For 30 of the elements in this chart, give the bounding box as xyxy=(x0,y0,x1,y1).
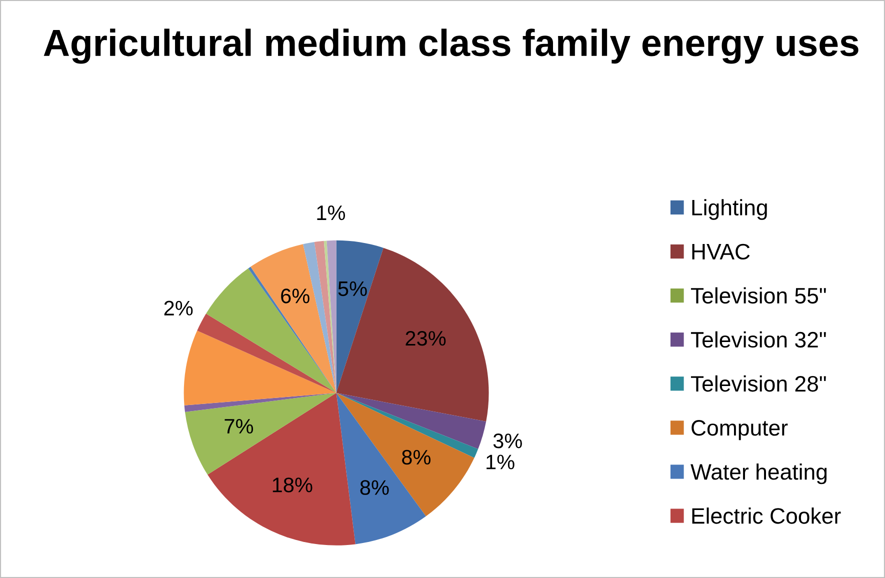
pie-slice xyxy=(197,314,336,393)
pie-slice xyxy=(336,392,486,450)
pie-slice xyxy=(336,248,489,422)
legend-label: Computer xyxy=(692,420,788,440)
data-label: 23% xyxy=(406,330,446,346)
data-label: 6% xyxy=(281,288,310,304)
pie-slice xyxy=(336,240,384,393)
legend-label: Lighting xyxy=(692,199,767,220)
legend-label: Television 55" xyxy=(690,287,826,304)
legend-label: Electric Cooker xyxy=(692,508,841,524)
data-label: 7% xyxy=(224,418,254,434)
pie-slice xyxy=(208,392,356,546)
data-label: 8% xyxy=(360,480,389,495)
pie-slice xyxy=(184,392,336,412)
pie-slice xyxy=(326,240,336,393)
data-label: 18% xyxy=(272,478,312,492)
chart-title: Agricultural medium class family energy uses xyxy=(44,28,858,64)
legend-label: Water heating xyxy=(690,463,827,484)
data-label: 8% xyxy=(402,450,431,465)
data-label: 1% xyxy=(486,454,514,470)
data-label: 3% xyxy=(493,434,522,448)
legend-label: HVAC xyxy=(692,244,750,260)
legend-label: Television 28" xyxy=(690,375,826,392)
legend-label: Television 32" xyxy=(690,331,826,348)
pie-slice xyxy=(336,392,474,516)
data-label: 1% xyxy=(317,206,346,220)
data-label: 5% xyxy=(338,281,367,296)
pie-slice xyxy=(250,244,336,393)
pie-slice xyxy=(184,330,336,406)
data-label: 2% xyxy=(164,300,193,316)
